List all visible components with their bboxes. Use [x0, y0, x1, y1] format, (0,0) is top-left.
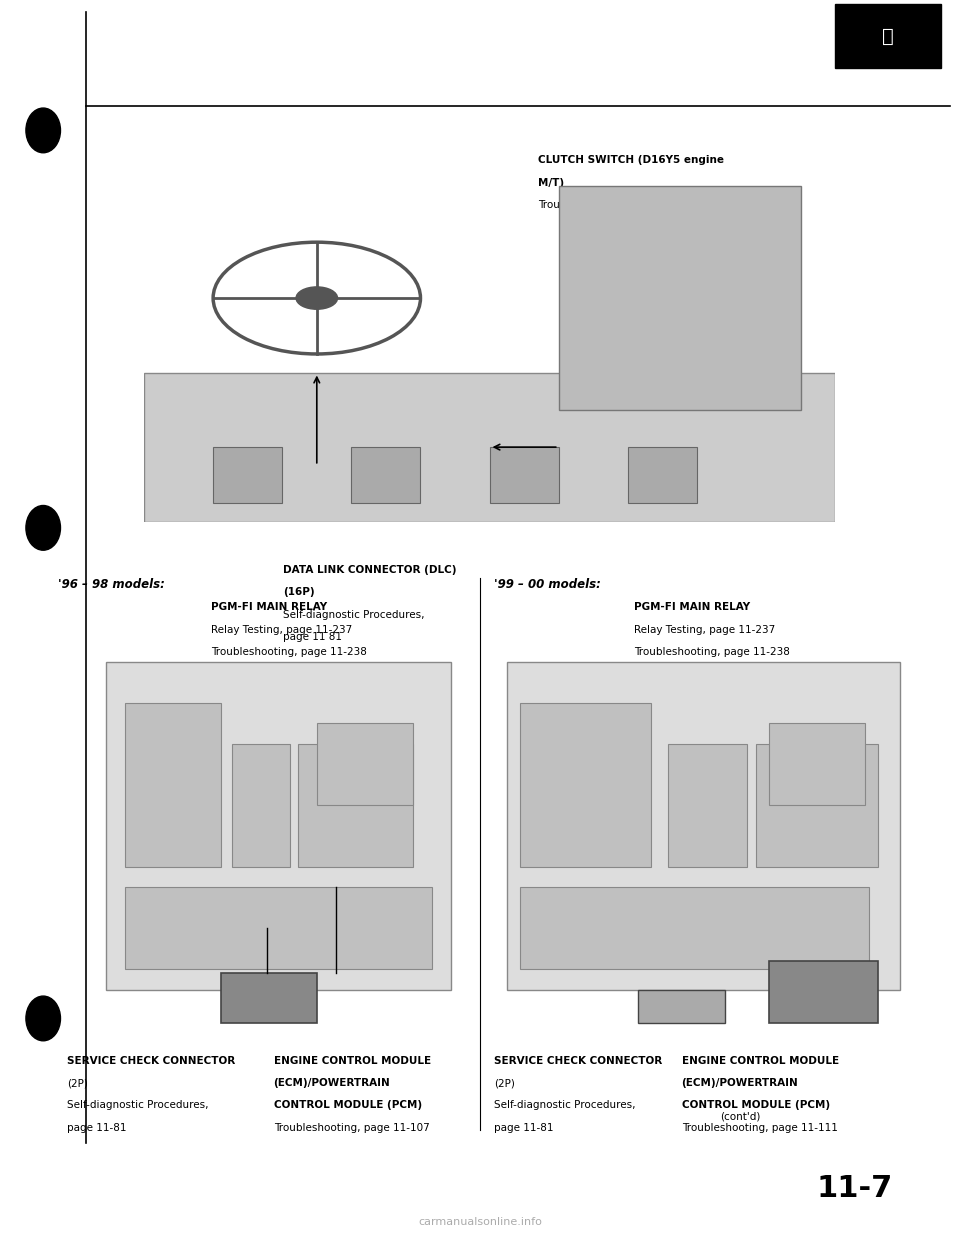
Text: Troubleshooting, page 11-111: Troubleshooting, page 11-111: [682, 1123, 837, 1133]
Text: PGM-FI MAIN RELAY: PGM-FI MAIN RELAY: [634, 602, 750, 612]
Bar: [221, 974, 317, 1022]
Text: Troubleshooting, page 11-218: Troubleshooting, page 11-218: [538, 200, 693, 210]
Polygon shape: [507, 662, 900, 990]
Text: Relay Testing, page 11-237: Relay Testing, page 11-237: [211, 625, 352, 635]
Text: CLUTCH SWITCH (D16Y5 engine: CLUTCH SWITCH (D16Y5 engine: [538, 155, 724, 165]
Text: 11-7: 11-7: [816, 1174, 892, 1202]
Bar: [232, 744, 290, 867]
Text: ENGINE CONTROL MODULE: ENGINE CONTROL MODULE: [682, 1056, 839, 1066]
Text: '99 – 00 models:: '99 – 00 models:: [494, 578, 601, 590]
Bar: [317, 723, 413, 805]
Text: page 11-81: page 11-81: [67, 1123, 127, 1133]
Bar: [769, 723, 865, 805]
Bar: [769, 961, 878, 1022]
Text: Self-diagnostic Procedures,: Self-diagnostic Procedures,: [494, 1100, 636, 1110]
Bar: [519, 887, 869, 969]
Text: CONTROL MODULE (PCM): CONTROL MODULE (PCM): [682, 1100, 829, 1110]
Text: Troubleshooting, page 11-238: Troubleshooting, page 11-238: [211, 647, 367, 657]
Text: CONTROL MODULE (PCM): CONTROL MODULE (PCM): [274, 1100, 421, 1110]
Text: Troubleshooting, page 11-238: Troubleshooting, page 11-238: [634, 647, 789, 657]
Bar: [125, 887, 432, 969]
Text: DATA LINK CONNECTOR (DLC): DATA LINK CONNECTOR (DLC): [283, 565, 457, 575]
Circle shape: [26, 108, 60, 153]
Bar: [519, 703, 651, 867]
Text: Relay Testing, page 11-237: Relay Testing, page 11-237: [634, 625, 775, 635]
Bar: [351, 447, 420, 503]
Text: ENGINE CONTROL MODULE: ENGINE CONTROL MODULE: [274, 1056, 431, 1066]
Text: Self-diagnostic Procedures,: Self-diagnostic Procedures,: [283, 610, 424, 620]
Bar: [628, 447, 697, 503]
Text: 🔧: 🔧: [882, 26, 894, 46]
Text: PGM-FI MAIN RELAY: PGM-FI MAIN RELAY: [211, 602, 327, 612]
Text: SERVICE CHECK CONNECTOR: SERVICE CHECK CONNECTOR: [67, 1056, 235, 1066]
Text: Self-diagnostic Procedures,: Self-diagnostic Procedures,: [67, 1100, 208, 1110]
Circle shape: [296, 287, 338, 309]
Circle shape: [26, 996, 60, 1041]
Text: '96 – 98 models:: '96 – 98 models:: [58, 578, 164, 590]
Text: page 11-81: page 11-81: [494, 1123, 554, 1133]
Text: page 11 81: page 11 81: [283, 632, 342, 642]
Bar: [668, 744, 747, 867]
Text: carmanualsonline.info: carmanualsonline.info: [418, 1217, 542, 1227]
Bar: [298, 744, 413, 867]
Text: (cont'd): (cont'd): [720, 1112, 760, 1122]
Bar: [637, 990, 725, 1022]
Text: (ECM)/POWERTRAIN: (ECM)/POWERTRAIN: [682, 1078, 799, 1088]
Text: Troubleshooting, page 11-107: Troubleshooting, page 11-107: [274, 1123, 429, 1133]
Circle shape: [26, 505, 60, 550]
Bar: [213, 447, 282, 503]
Bar: [125, 703, 221, 867]
Polygon shape: [144, 373, 835, 522]
Bar: [756, 744, 877, 867]
Text: SERVICE CHECK CONNECTOR: SERVICE CHECK CONNECTOR: [494, 1056, 662, 1066]
Bar: [490, 447, 559, 503]
Polygon shape: [106, 662, 451, 990]
Text: (16P): (16P): [283, 587, 315, 597]
FancyBboxPatch shape: [835, 4, 941, 68]
Text: (2P): (2P): [494, 1078, 516, 1088]
Text: (2P): (2P): [67, 1078, 88, 1088]
Text: (ECM)/POWERTRAIN: (ECM)/POWERTRAIN: [274, 1078, 391, 1088]
Bar: [559, 186, 801, 410]
Text: M/T): M/T): [538, 178, 564, 188]
